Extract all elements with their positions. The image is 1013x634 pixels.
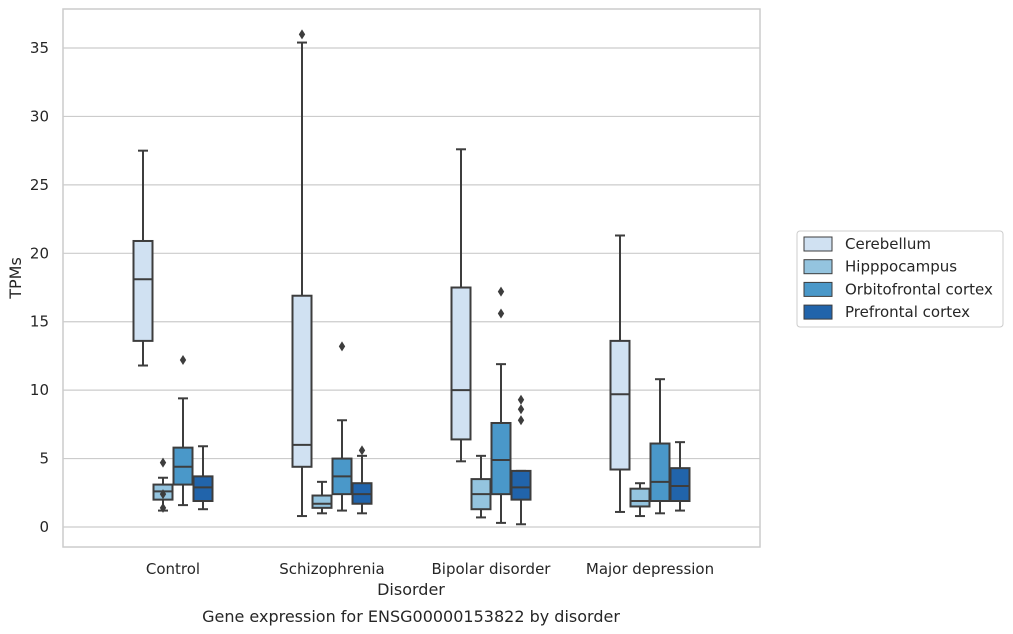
legend-label: Hipppocampus	[845, 258, 957, 276]
outlier-point	[517, 404, 525, 415]
y-tick-label: 15	[30, 313, 49, 331]
box-prefrontal-cortex-3	[669, 441, 691, 512]
outlier-point	[159, 489, 167, 500]
legend-swatch	[803, 236, 833, 252]
box-hipppocampus-2	[470, 454, 492, 519]
box-orbitofrontal-cortex-0	[172, 355, 194, 507]
box-body	[311, 494, 333, 509]
legend: Cerebellum Hipppocampus Orbitofrontal cort…	[796, 230, 1004, 328]
outlier-point	[517, 394, 525, 405]
box-prefrontal-cortex-2	[510, 394, 532, 526]
y-axis-ticks: 0 5 10 15 20 25 30 35	[30, 39, 49, 536]
legend-swatch	[803, 304, 833, 320]
box-cerebellum-1	[291, 29, 313, 518]
y-tick-label: 30	[30, 107, 49, 125]
outlier-point	[358, 445, 366, 456]
box-body	[629, 487, 651, 508]
box-cerebellum-0	[132, 149, 154, 367]
legend-label: Cerebellum	[845, 235, 931, 253]
box-orbitofrontal-cortex-1	[331, 341, 353, 512]
boxes-group	[132, 29, 691, 526]
x-tick-label: Bipolar disorder	[432, 560, 552, 578]
box-body	[192, 475, 214, 502]
box-body	[450, 286, 472, 441]
plot-frame	[62, 8, 761, 548]
box-body	[291, 294, 313, 468]
y-tick-label: 25	[30, 176, 49, 194]
box-body	[510, 469, 532, 501]
outlier-point	[338, 341, 346, 352]
y-tick-label: 10	[30, 381, 49, 399]
box-cerebellum-2	[450, 148, 472, 463]
chart-title: Gene expression for ENSG00000153822 by d…	[202, 607, 620, 626]
x-tick-label: Schizophrenia	[279, 560, 384, 578]
box-body	[609, 339, 631, 471]
box-body	[649, 442, 671, 502]
x-axis-label: Disorder	[377, 580, 445, 599]
legend-label: Orbitofrontal cortex	[845, 280, 993, 298]
x-tick-label: Major depression	[586, 560, 714, 578]
y-axis-label: TPMs	[6, 257, 25, 300]
box-cerebellum-3	[609, 234, 631, 513]
outlier-point	[159, 457, 167, 468]
legend-swatch	[803, 259, 833, 275]
box-body	[669, 467, 691, 502]
box-body	[132, 239, 154, 342]
box-hipppocampus-0	[152, 457, 174, 513]
legend-label: Prefrontal cortex	[845, 303, 970, 321]
outlier-point	[497, 308, 505, 319]
box-prefrontal-cortex-1	[351, 445, 373, 515]
y-tick-label: 35	[30, 39, 49, 57]
outlier-point	[497, 286, 505, 297]
box-hipppocampus-3	[629, 482, 651, 518]
box-prefrontal-cortex-0	[192, 445, 214, 511]
legend-swatch	[803, 281, 833, 297]
box-orbitofrontal-cortex-2	[490, 286, 512, 524]
outlier-point	[159, 502, 167, 513]
outlier-point	[298, 29, 306, 40]
box-hipppocampus-1	[311, 480, 333, 515]
box-body	[490, 421, 512, 496]
legend-frame	[796, 230, 1004, 328]
x-axis-ticks: Control Schizophrenia Bipolar disorder Majo…	[146, 560, 714, 578]
y-tick-label: 20	[30, 244, 49, 262]
x-tick-label: Control	[146, 560, 200, 578]
outlier-point	[517, 415, 525, 426]
y-tick-label: 0	[39, 518, 49, 536]
outlier-point	[179, 355, 187, 366]
y-tick-label: 5	[39, 450, 49, 468]
